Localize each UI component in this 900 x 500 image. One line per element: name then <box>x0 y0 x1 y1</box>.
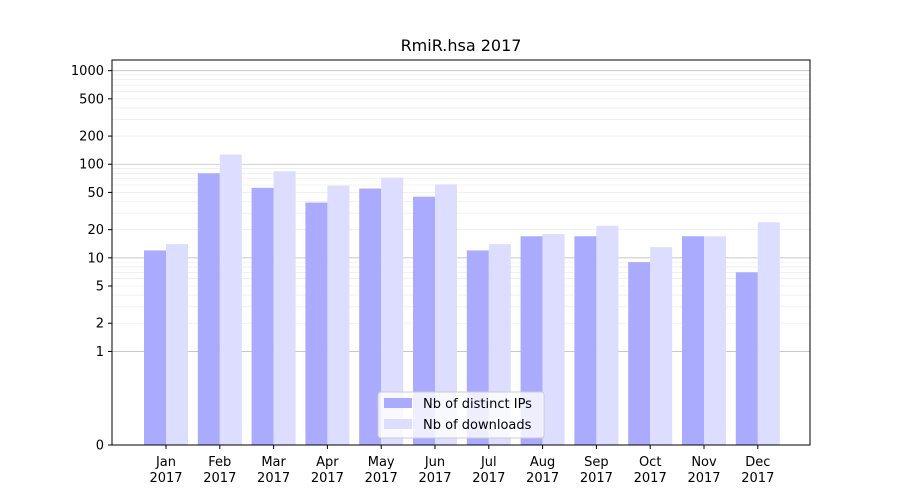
x-axis: Jan2017Feb2017Mar2017Apr2017May2017Jun20… <box>149 445 774 486</box>
legend-frame <box>377 391 545 439</box>
x-tick-label-month: Mar <box>261 455 286 470</box>
bar-downloads-dec <box>757 222 780 445</box>
y-tick-label: 2 <box>96 317 104 332</box>
x-tick-label-month: Jan <box>155 455 176 470</box>
x-tick-label-month: Jul <box>480 455 497 470</box>
bar-distinct-ips-jun <box>413 196 435 445</box>
y-tick-label: 500 <box>79 92 104 107</box>
bar-downloads-aug <box>542 233 565 445</box>
y-tick-label: 100 <box>79 158 104 173</box>
legend-swatch-downloads <box>384 419 412 429</box>
x-tick-label-year: 2017 <box>418 471 451 486</box>
legend-swatch-ips <box>384 398 412 408</box>
x-tick-label-month: Oct <box>639 455 661 470</box>
bar-distinct-ips-nov <box>682 236 704 445</box>
x-tick-label-year: 2017 <box>257 471 290 486</box>
y-tick-label: 1 <box>96 345 104 360</box>
x-tick-label-month: Aug <box>530 455 555 470</box>
bar-downloads-oct <box>650 247 673 445</box>
x-tick-label-year: 2017 <box>687 471 720 486</box>
x-tick-label-year: 2017 <box>311 471 344 486</box>
x-tick-label-month: Apr <box>316 455 339 470</box>
bar-downloads-feb <box>219 154 242 445</box>
bar-distinct-ips-dec <box>735 272 758 445</box>
bar-downloads-nov <box>704 236 726 445</box>
x-tick-label-year: 2017 <box>149 471 182 486</box>
bar-distinct-ips-mar <box>251 187 274 445</box>
bar-distinct-ips-oct <box>628 262 651 445</box>
x-tick-label-month: Dec <box>745 455 770 470</box>
bar-distinct-ips-may <box>359 188 382 445</box>
legend-label-ips: Nb of distinct IPs <box>423 397 532 412</box>
legend: Nb of distinct IPs Nb of downloads <box>377 391 545 439</box>
bar-downloads-may <box>381 177 404 446</box>
chart-title: RmiR.hsa 2017 <box>401 36 522 55</box>
plot-area <box>111 59 811 446</box>
bar-downloads-sep <box>596 225 619 445</box>
bar-distinct-ips-jan <box>144 250 166 445</box>
x-tick-label-year: 2017 <box>365 471 398 486</box>
bar-distinct-ips-feb <box>197 173 220 445</box>
x-tick-label-year: 2017 <box>203 471 236 486</box>
y-tick-label: 10 <box>87 251 104 266</box>
x-tick-label-month: Feb <box>208 455 231 470</box>
y-tick-label: 50 <box>87 186 104 201</box>
x-tick-label-year: 2017 <box>634 471 667 486</box>
x-tick-label-year: 2017 <box>472 471 505 486</box>
x-tick-label-year: 2017 <box>741 471 774 486</box>
bar-downloads-jun <box>435 184 457 445</box>
bar-downloads-jan <box>166 244 188 445</box>
y-tick-label: 20 <box>87 223 104 238</box>
y-tick-label: 200 <box>79 130 104 145</box>
bar-downloads-apr <box>327 185 350 446</box>
y-axis: 0 1 2 5 10 20 50 100 200 500 1000 <box>71 64 112 454</box>
x-tick-label-year: 2017 <box>580 471 613 486</box>
x-tick-label-year: 2017 <box>526 471 559 486</box>
x-tick-label-month: Jun <box>424 455 445 470</box>
y-tick-label: 1000 <box>71 64 104 79</box>
bar-downloads-mar <box>273 171 296 445</box>
y-tick-label: 0 <box>96 439 104 454</box>
y-tick-label: 5 <box>96 280 104 295</box>
bar-distinct-ips-sep <box>574 236 597 445</box>
x-tick-label-month: Nov <box>691 455 717 470</box>
x-tick-label-month: Sep <box>584 455 609 470</box>
x-tick-label-month: May <box>368 455 395 470</box>
legend-label-downloads: Nb of downloads <box>423 418 532 433</box>
bar-distinct-ips-apr <box>305 202 328 445</box>
